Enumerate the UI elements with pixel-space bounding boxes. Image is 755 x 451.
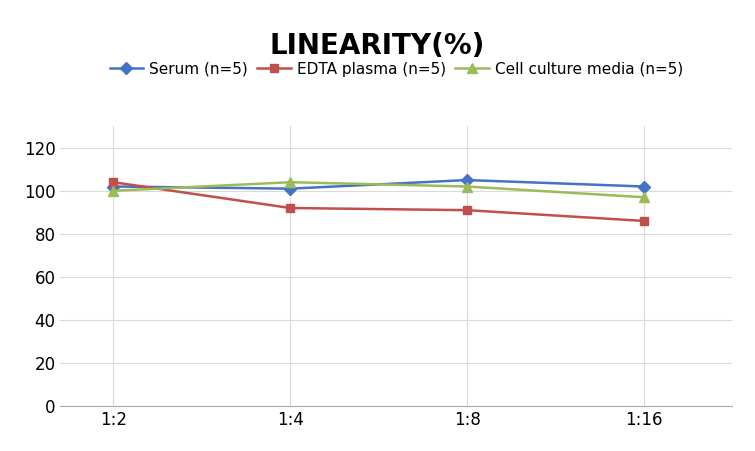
Text: LINEARITY(%): LINEARITY(%) (270, 32, 485, 60)
Legend: Serum (n=5), EDTA plasma (n=5), Cell culture media (n=5): Serum (n=5), EDTA plasma (n=5), Cell cul… (103, 55, 689, 83)
